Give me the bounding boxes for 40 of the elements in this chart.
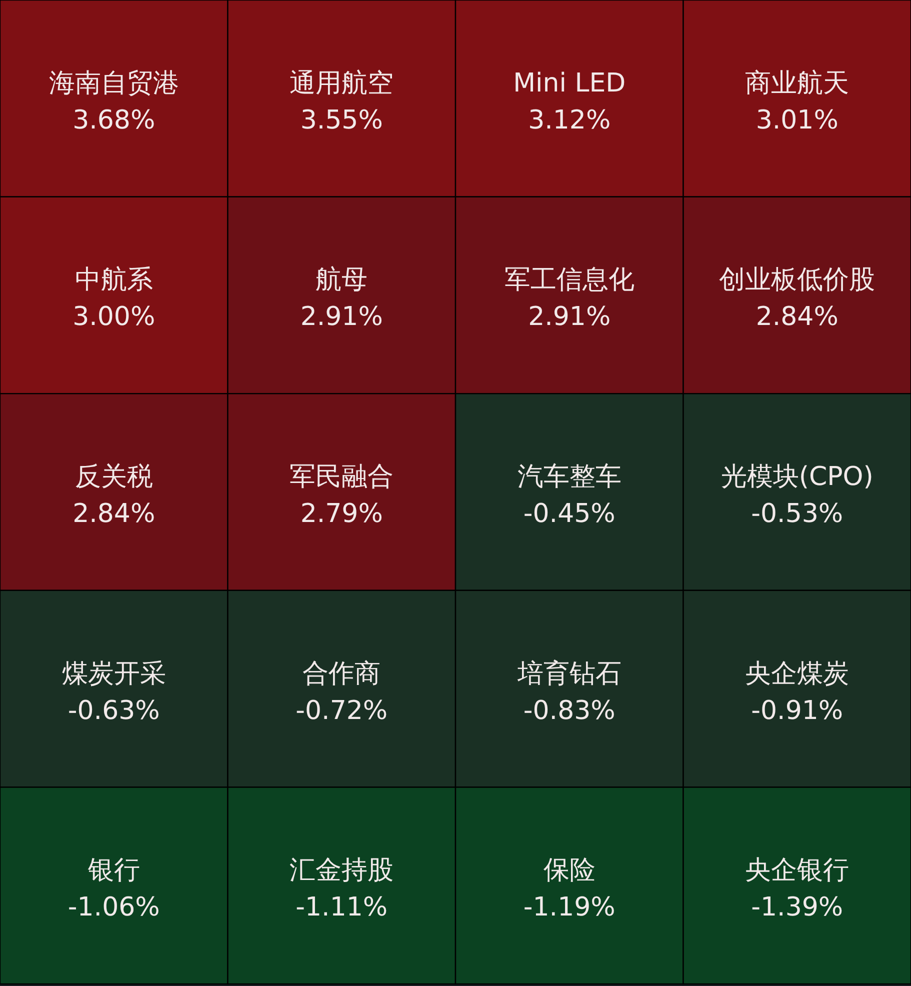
category-label: 军工信息化 — [504, 265, 634, 296]
data-label: 2.84% — [72, 499, 156, 529]
category-label: 汇金持股 — [290, 856, 394, 886]
category-label: 合作商 — [302, 658, 381, 689]
data-label: 3.55% — [300, 105, 383, 136]
category-label: 保险 — [543, 856, 596, 886]
category-label: 汽车整车 — [517, 462, 622, 492]
data-label: 2.84% — [756, 302, 838, 332]
category-label: 反关税 — [74, 462, 153, 492]
data-label: 3.12% — [528, 105, 611, 136]
data-label: -1.06% — [68, 892, 160, 923]
category-label: 通用航空 — [290, 68, 394, 98]
category-label: 培育钻石 — [516, 658, 622, 689]
category-label: 煤炭开采 — [62, 658, 166, 689]
data-label: 2.91% — [528, 302, 611, 332]
category-label: Mini LED — [513, 68, 626, 98]
category-label: 中航系 — [74, 265, 153, 296]
data-label: -0.45% — [523, 499, 616, 529]
category-label: 海南自贸港 — [48, 68, 179, 98]
data-label: 2.91% — [300, 302, 383, 332]
data-label: -0.91% — [751, 696, 844, 726]
data-label: 2.79% — [300, 499, 383, 529]
category-label: 军民融合 — [290, 462, 394, 492]
category-label: 航母 — [316, 265, 368, 296]
category-label: 银行 — [86, 856, 140, 886]
data-label: -0.53% — [751, 499, 844, 529]
category-label: 央企银行 — [745, 856, 850, 886]
data-label: -0.83% — [523, 696, 616, 726]
data-label: -0.63% — [68, 696, 160, 726]
data-label: 3.68% — [72, 105, 156, 136]
data-label: -1.19% — [523, 892, 616, 923]
category-label: 商业航天 — [745, 68, 850, 98]
category-label: 光模块(CPO) — [720, 462, 874, 492]
category-label: 央企煤炭 — [745, 658, 850, 689]
data-label: 3.00% — [72, 302, 156, 332]
data-label: -1.11% — [296, 892, 388, 923]
data-label: -0.72% — [296, 696, 388, 726]
category-label: 创业板低价股 — [719, 265, 876, 296]
data-label: 3.01% — [756, 105, 838, 136]
data-label: -1.39% — [751, 892, 844, 923]
